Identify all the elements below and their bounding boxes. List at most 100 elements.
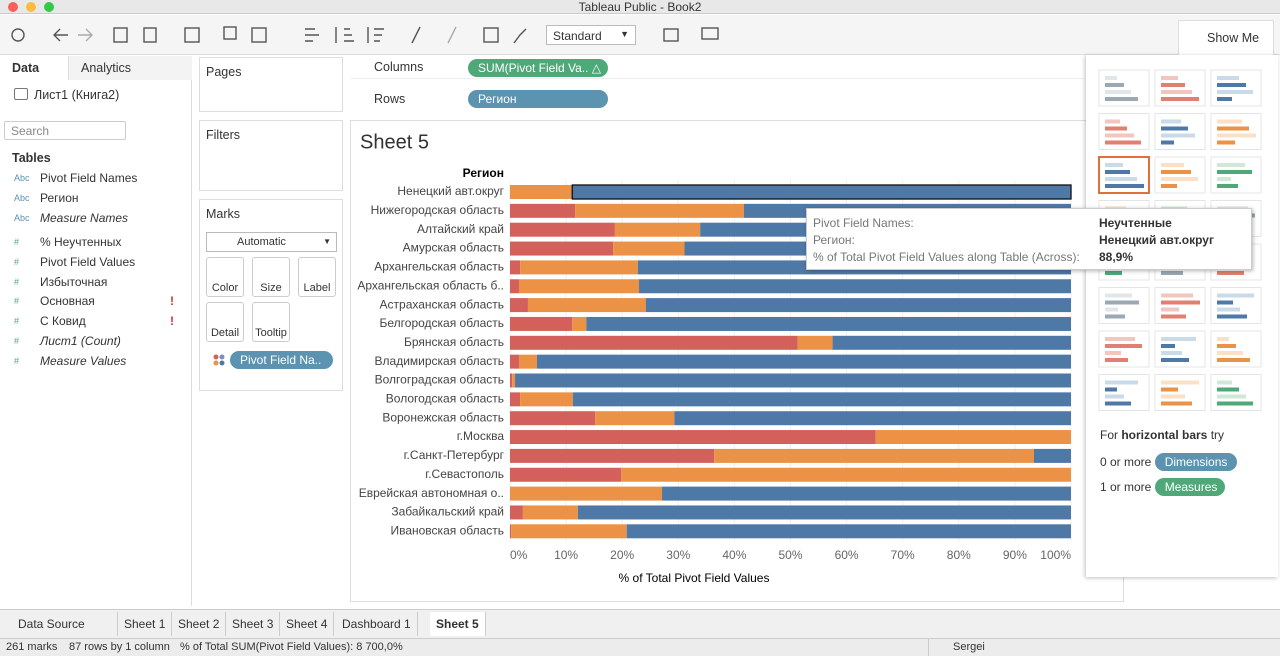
status-rows: 87 rows by 1 column [69, 641, 170, 653]
chart-thumbnail[interactable] [1098, 374, 1150, 411]
bar-segment [577, 505, 1071, 520]
thumbnail-glyph [1105, 126, 1127, 131]
chart-thumbnail[interactable] [1210, 330, 1262, 368]
thumbnail-glyph [1105, 119, 1120, 124]
color-button[interactable]: Color [206, 257, 244, 297]
thumbnail-glyph [1105, 300, 1139, 305]
thumbnail-glyph [1161, 271, 1183, 275]
category-label: Алтайский край [417, 222, 504, 236]
datasource[interactable]: Лист1 (Книга2) [34, 88, 120, 102]
field[interactable]: Measure Values [40, 354, 127, 369]
sheet-tab[interactable]: Data Source [4, 612, 118, 636]
thumbnail-glyph [1105, 97, 1138, 101]
chart-thumbnail[interactable] [1210, 287, 1262, 324]
thumbnail-glyph [1105, 394, 1124, 399]
chart-thumbnail[interactable] [1098, 330, 1150, 368]
chart-thumbnail[interactable] [1210, 113, 1262, 150]
mark-type-dropdown[interactable]: Automatic ▼ [206, 232, 337, 252]
bar-segment [595, 411, 675, 426]
sheet-tab[interactable]: Sheet 3 [226, 612, 281, 636]
thumbnail-glyph [1105, 314, 1125, 319]
mark-style-label: Standard [553, 29, 602, 43]
close-button[interactable] [8, 2, 18, 12]
field[interactable]: Pivot Field Values [40, 254, 136, 269]
field[interactable]: Measure Names [40, 210, 129, 225]
field[interactable]: Лист1 (Count) [40, 334, 121, 349]
window-title: Tableau Public - Book2 [578, 0, 702, 14]
zoom-button[interactable] [44, 2, 54, 12]
tooltip-button[interactable]: Tooltip [252, 302, 290, 342]
field[interactable]: Основная [40, 294, 95, 309]
filters-card: Filters [199, 120, 343, 191]
tables-heading: Tables [12, 151, 51, 165]
show-me-label: Show Me [1207, 31, 1260, 45]
bar-segment [510, 505, 523, 520]
field[interactable]: Избыточная [40, 274, 108, 289]
chart-thumbnail[interactable] [1210, 69, 1262, 107]
bar-segment [518, 354, 537, 369]
category-label: Владимирская область [375, 354, 504, 368]
sheet-tab[interactable]: Sheet 4 [280, 612, 335, 636]
minimize-button[interactable] [26, 2, 36, 12]
sheet-tab[interactable]: Sheet 1 [118, 612, 173, 636]
user-menu[interactable]: Sergei [928, 639, 1046, 656]
field[interactable]: Регион [40, 190, 79, 205]
sheet-tab[interactable]: Sheet 2 [172, 612, 227, 636]
thumbnail-glyph [1105, 177, 1137, 181]
thumbnail-glyph [1217, 184, 1238, 188]
thumbnail-glyph [1161, 337, 1196, 341]
thumbnail-glyph [1217, 133, 1256, 138]
category-label: Архангельская область б.. [357, 278, 504, 292]
search-box[interactable]: Search [4, 121, 126, 140]
color-pill[interactable]: Pivot Field Na.. [230, 351, 333, 369]
chart-thumbnail[interactable] [1098, 113, 1150, 150]
thumbnail-glyph [1217, 170, 1252, 174]
columns-pill[interactable]: SUM(Pivot Field Va.. △ [468, 59, 608, 77]
bar-segment [510, 373, 513, 388]
thumbnail-glyph [1161, 76, 1178, 80]
chart-thumbnail[interactable] [1098, 69, 1150, 107]
bar-segment [645, 298, 1071, 313]
thumbnail-glyph [1161, 307, 1179, 312]
chart-thumbnail[interactable] [1210, 156, 1262, 194]
tooltip-value: Неучтенные [1099, 216, 1172, 230]
analytics-tab[interactable]: Analytics [68, 56, 192, 80]
label-button[interactable]: Label [298, 257, 336, 297]
chart-thumbnail[interactable] [1098, 156, 1150, 194]
chart-thumbnail[interactable] [1154, 113, 1206, 150]
chart: Sheet 5 Регион % of Total Pivot Field Va… [357, 131, 1072, 585]
thumbnail-glyph [1217, 271, 1244, 275]
rows-label: Rows [374, 92, 406, 106]
size-button[interactable]: Size [252, 257, 290, 297]
category-label: Забайкальский край [391, 505, 504, 519]
data-tab[interactable]: Data [12, 61, 40, 75]
field[interactable]: % Неучтенных [40, 234, 122, 249]
thumbnail-glyph [1105, 76, 1117, 80]
show-me-button[interactable]: Show Me [1178, 20, 1274, 55]
chart-thumbnail[interactable] [1154, 330, 1206, 368]
mark-style-dropdown[interactable]: Standard ▼ [546, 25, 636, 45]
chart-thumbnail[interactable] [1098, 287, 1150, 324]
field-type: # [14, 316, 20, 327]
detail-button[interactable]: Detail [206, 302, 244, 342]
thumbnail-glyph [1105, 170, 1130, 174]
thumbnail-glyph [1105, 380, 1138, 385]
category-label: Амурская область [403, 241, 504, 255]
x-tick-label: 10% [554, 548, 578, 562]
chart-thumbnail[interactable] [1154, 69, 1206, 107]
tooltip-key: Регион: [813, 233, 855, 247]
sheet-tab[interactable]: Sheet 5 [430, 612, 486, 636]
thumbnail-glyph [1217, 380, 1232, 385]
field[interactable]: Pivot Field Names [40, 171, 138, 185]
thumbnail-glyph [1161, 177, 1198, 181]
chart-thumbnail[interactable] [1154, 156, 1206, 194]
category-label: Волгоградская область [375, 373, 504, 387]
rows-pill[interactable]: Регион [468, 90, 608, 108]
thumbnail-glyph [1161, 83, 1185, 87]
chart-thumbnail[interactable] [1210, 374, 1262, 411]
chart-thumbnail[interactable] [1154, 374, 1206, 411]
sheet-tab[interactable]: Dashboard 1 [336, 612, 418, 636]
field[interactable]: С Ковид [40, 314, 86, 329]
chart-thumbnail[interactable] [1154, 287, 1206, 324]
thumbnail-glyph [1161, 387, 1178, 392]
